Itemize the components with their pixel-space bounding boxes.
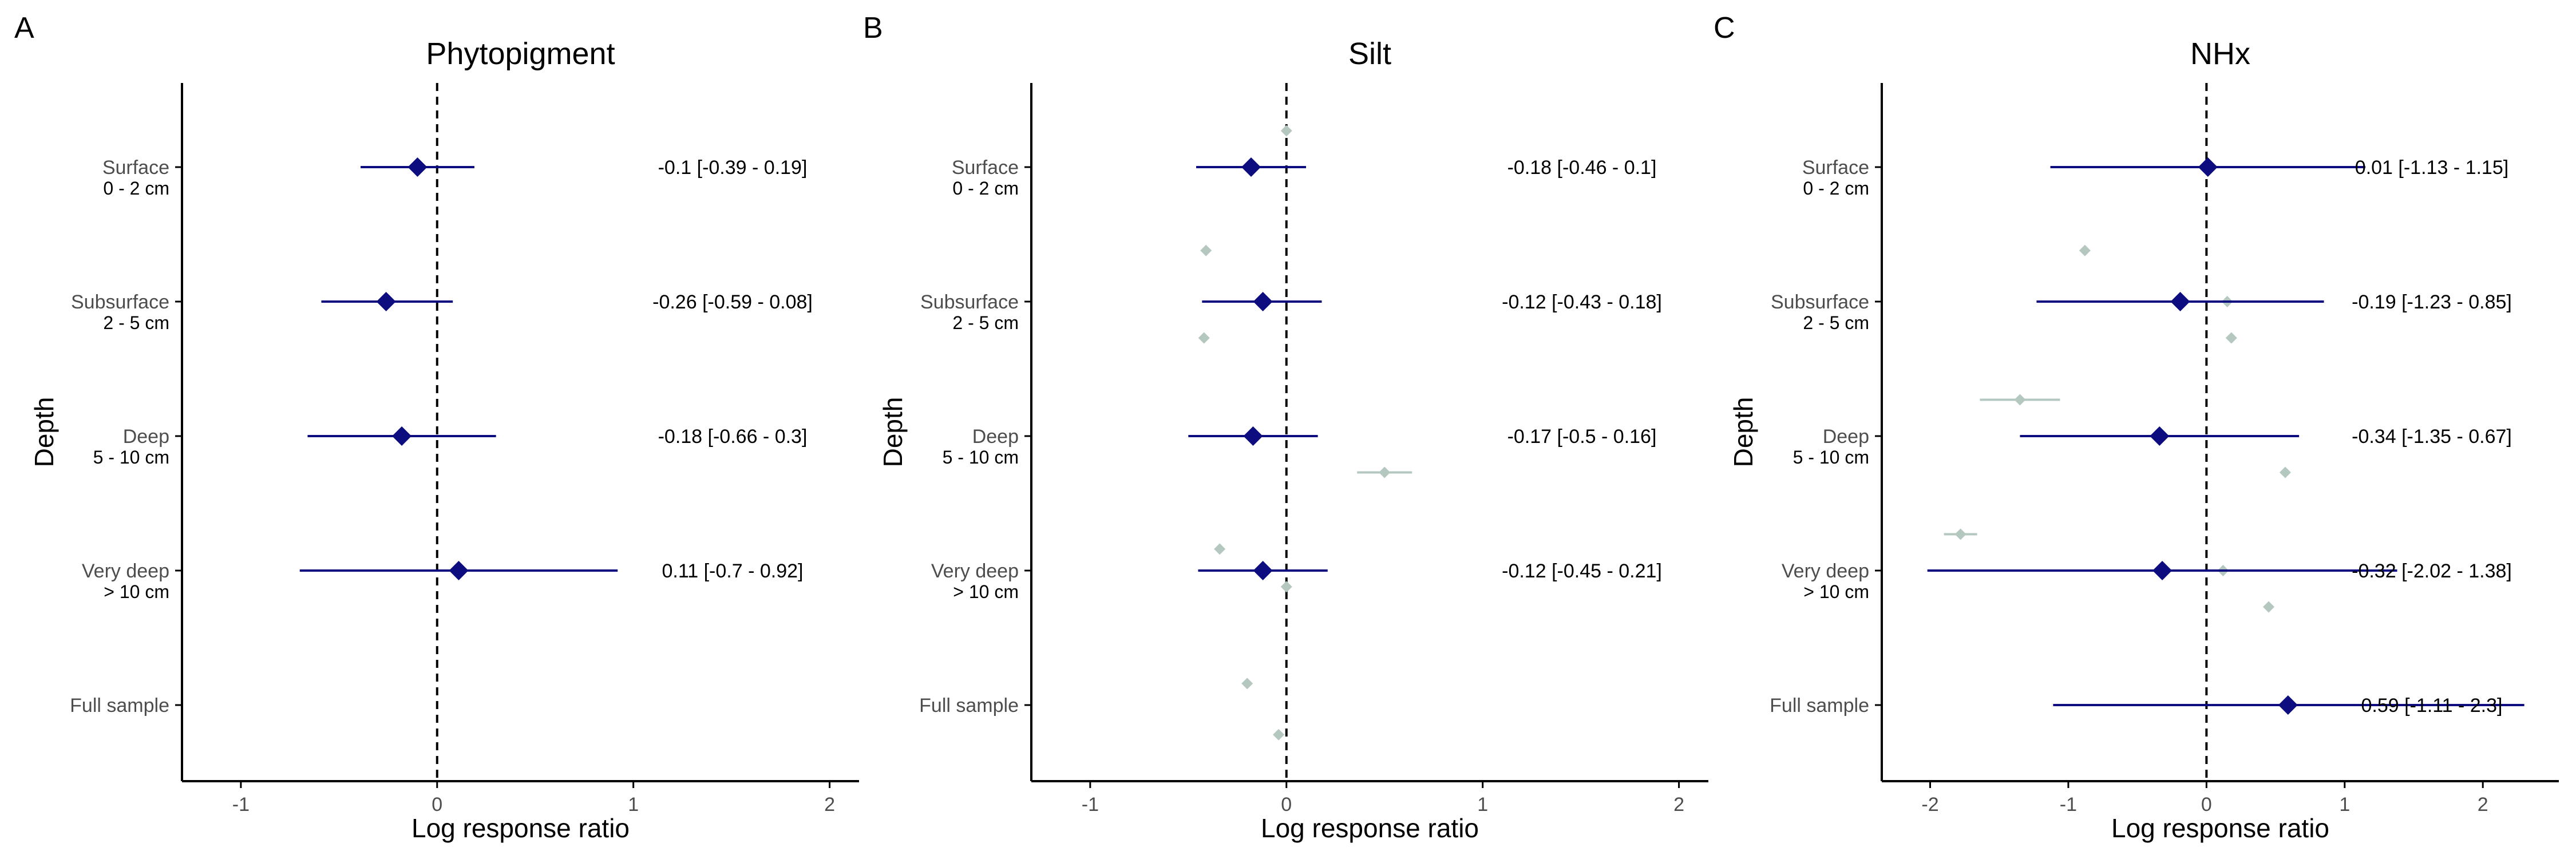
x-tick-label: -1 <box>1082 794 1099 816</box>
y-tick-label: Full sample <box>1770 695 1869 717</box>
y-tick-sublabel: 0 - 2 cm <box>1803 178 1869 199</box>
y-tick-label: Very deep <box>931 560 1019 582</box>
background-point <box>2279 466 2291 478</box>
x-tick-label: 0 <box>432 794 442 816</box>
y-tick-label: Surface <box>102 157 169 179</box>
y-tick-label: Deep <box>1823 426 1869 448</box>
y-axis-title: Depth <box>878 397 908 468</box>
x-tick-label: 0 <box>1281 794 1292 816</box>
x-tick-label: -2 <box>1921 794 1938 816</box>
background-point <box>1954 528 1966 540</box>
background-point <box>2225 332 2237 344</box>
y-tick-sublabel: > 10 cm <box>953 581 1019 602</box>
estimate-label: 0.01 [-1.13 - 1.15] <box>2355 157 2508 179</box>
background-point <box>1241 678 1253 690</box>
y-tick-sublabel: 0 - 2 cm <box>103 178 169 199</box>
x-tick-label: 2 <box>2478 794 2488 816</box>
background-point <box>2014 394 2026 406</box>
y-tick-sublabel: > 10 cm <box>1803 581 1869 602</box>
x-tick-label: 0 <box>2201 794 2212 816</box>
y-tick-label: Full sample <box>70 695 169 717</box>
x-tick-label: 1 <box>628 794 639 816</box>
estimate-label: -0.26 [-0.59 - 0.08] <box>652 291 813 313</box>
estimate-point <box>449 561 469 580</box>
x-tick-label: 1 <box>2339 794 2350 816</box>
estimate-label: -0.18 [-0.46 - 0.1] <box>1507 157 1657 179</box>
estimate-point <box>392 426 412 446</box>
y-tick-label: Very deep <box>82 560 169 582</box>
y-tick-label: Deep <box>123 426 169 448</box>
background-point <box>2263 601 2274 613</box>
estimate-point <box>1241 157 1261 177</box>
y-tick-sublabel: 2 - 5 cm <box>952 312 1019 333</box>
estimate-point <box>407 157 428 177</box>
y-tick-sublabel: 2 - 5 cm <box>103 312 169 333</box>
estimate-label: -0.19 [-1.23 - 0.85] <box>2352 291 2512 313</box>
estimate-point <box>2198 157 2218 177</box>
y-tick-label: Subsurface <box>71 291 169 313</box>
estimate-label: -0.32 [-2.02 - 1.38] <box>2352 560 2512 582</box>
y-axis-title: Depth <box>1728 397 1758 468</box>
y-tick-label: Subsurface <box>920 291 1019 313</box>
background-point <box>1280 581 1292 593</box>
x-tick-label: 2 <box>1673 794 1684 816</box>
estimate-point <box>1253 292 1273 311</box>
background-point <box>1200 244 1212 256</box>
panel-letter: C <box>1714 11 1735 45</box>
y-tick-label: Surface <box>1802 157 1869 179</box>
background-point <box>1214 543 1226 555</box>
y-tick-sublabel: > 10 cm <box>104 581 169 602</box>
x-tick-label: -1 <box>2060 794 2077 816</box>
y-tick-label: Surface <box>952 157 1019 179</box>
background-point <box>1280 125 1292 137</box>
estimate-label: -0.12 [-0.45 - 0.21] <box>1502 560 1662 582</box>
x-axis-title: Log response ratio <box>411 813 630 843</box>
y-axis-title: Depth <box>29 397 59 468</box>
estimate-label: 0.11 [-0.7 - 0.92] <box>662 560 804 582</box>
x-axis-title: Log response ratio <box>1261 813 1479 843</box>
x-tick-label: -1 <box>232 794 250 816</box>
x-axis-title: Log response ratio <box>2111 813 2329 843</box>
y-tick-sublabel: 5 - 10 cm <box>1793 447 1869 468</box>
estimate-point <box>2170 292 2190 311</box>
background-point <box>2079 244 2091 256</box>
background-point <box>1273 729 1285 741</box>
x-tick-label: 2 <box>824 794 835 816</box>
estimate-label: -0.12 [-0.43 - 0.18] <box>1502 291 1662 313</box>
y-tick-sublabel: 5 - 10 cm <box>93 447 169 468</box>
y-tick-sublabel: 5 - 10 cm <box>943 447 1019 468</box>
y-tick-sublabel: 2 - 5 cm <box>1803 312 1869 333</box>
estimate-point <box>2278 695 2298 715</box>
estimate-label: -0.34 [-1.35 - 0.67] <box>2352 426 2512 448</box>
background-point <box>1198 332 1210 344</box>
panel-title: Phytopigment <box>426 37 615 71</box>
panel-letter: B <box>863 11 883 45</box>
estimate-point <box>1243 426 1263 446</box>
y-tick-sublabel: 0 - 2 cm <box>952 178 1019 199</box>
estimate-point <box>2150 426 2170 446</box>
y-tick-label: Very deep <box>1782 560 1869 582</box>
background-point <box>1379 466 1391 478</box>
estimate-point <box>1253 561 1273 580</box>
y-tick-label: Full sample <box>919 695 1019 717</box>
y-tick-label: Deep <box>972 426 1019 448</box>
estimate-label: -0.1 [-0.39 - 0.19] <box>658 157 808 179</box>
estimate-point <box>2152 561 2173 580</box>
estimate-label: -0.18 [-0.66 - 0.3] <box>658 426 808 448</box>
x-tick-label: 1 <box>1477 794 1488 816</box>
estimate-label: 0.59 [-1.11 - 2.3] <box>2361 695 2503 717</box>
panel-letter: A <box>14 11 34 45</box>
y-tick-label: Subsurface <box>1771 291 1869 313</box>
estimate-point <box>376 292 396 311</box>
estimate-label: -0.17 [-0.5 - 0.16] <box>1507 426 1657 448</box>
panel-title: NHx <box>2190 37 2250 71</box>
panel-title: Silt <box>1348 37 1391 71</box>
